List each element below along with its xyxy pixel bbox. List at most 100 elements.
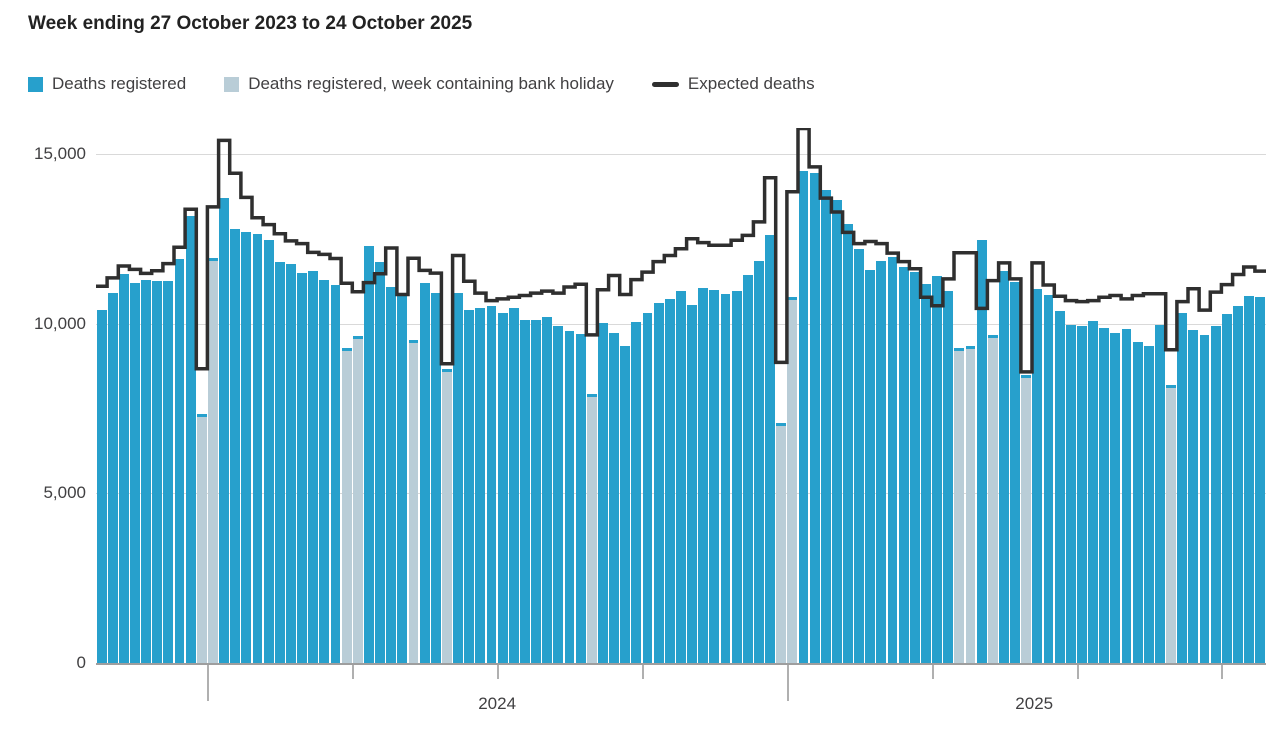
bar-week (898, 267, 909, 663)
bar-week (1177, 313, 1188, 663)
bar-week-bank-holiday (776, 422, 787, 663)
bar-week (932, 276, 943, 663)
bar-week (653, 303, 664, 663)
bar-week (118, 274, 129, 663)
bar-week (508, 308, 519, 663)
bar-week (419, 283, 430, 663)
bar-week (430, 293, 441, 663)
y-tick-label: 15,000 (34, 144, 86, 163)
bar-week (263, 239, 274, 663)
year-tick (786, 665, 789, 701)
bar-week (553, 325, 564, 663)
bar-week (876, 260, 887, 663)
bar-week (274, 262, 285, 663)
bar-week (453, 293, 463, 663)
bar-week (909, 272, 920, 663)
bar-week (219, 197, 230, 663)
legend: Deaths registered Deaths registered, wee… (28, 74, 815, 94)
bar-week (230, 229, 241, 663)
bar-week (96, 310, 107, 663)
bar-week (174, 258, 185, 663)
bar-week (854, 248, 865, 663)
bar-week (1099, 328, 1110, 663)
bar-week (375, 262, 386, 663)
bar-week (141, 279, 152, 663)
bar-week (1054, 310, 1065, 663)
bar-week (330, 284, 341, 663)
bar-week (820, 189, 831, 663)
bar-week (1155, 325, 1165, 663)
bar-week (297, 273, 308, 663)
bar-week (620, 345, 631, 663)
year-label: 2024 (478, 694, 517, 713)
bar-week (1255, 296, 1266, 663)
bar-week (1010, 281, 1021, 663)
bar-week (943, 291, 954, 663)
bar-week (731, 291, 742, 663)
bar-week (1121, 329, 1132, 663)
bar-week (564, 330, 575, 663)
bar-week (809, 172, 820, 663)
quarter-tick (931, 665, 934, 679)
bar-week (798, 170, 809, 663)
bar-week (130, 282, 140, 663)
bar-week (486, 305, 497, 663)
bar-week (107, 293, 118, 663)
quarter-tick (642, 665, 644, 679)
year-tick (207, 665, 210, 701)
bar-week (497, 313, 508, 663)
bar-week (687, 304, 697, 663)
bar-week (1110, 332, 1121, 663)
bar-week (831, 200, 842, 663)
bar-week (386, 287, 397, 663)
bar-week (308, 271, 319, 663)
x-axis-baseline (96, 663, 1266, 665)
quarter-tick (1076, 665, 1079, 679)
bar-week (1244, 295, 1254, 663)
bar-week (597, 323, 608, 663)
bar-week (1032, 288, 1043, 663)
bar-week (163, 280, 174, 663)
year-label: 2025 (1015, 694, 1054, 713)
deaths-registered-swatch-icon (28, 76, 43, 92)
chart-title: Week ending 27 October 2023 to 24 Octobe… (28, 13, 473, 34)
bar-week-bank-holiday (954, 348, 965, 663)
bar-week (999, 271, 1009, 663)
bar-week (753, 260, 764, 663)
bar-week (152, 280, 163, 663)
quarter-tick (497, 665, 500, 679)
y-tick-label: 10,000 (34, 314, 86, 333)
bar-week-bank-holiday (965, 346, 976, 663)
bar-week-bank-holiday (352, 336, 363, 663)
bar-week (531, 319, 541, 663)
legend-label: Deaths registered (52, 74, 187, 93)
legend-item-deaths-registered: Deaths registered (28, 74, 186, 94)
bar-week (765, 235, 775, 663)
y-tick-label: 0 (76, 653, 86, 672)
bar-week-bank-holiday (196, 413, 207, 663)
bar-week-bank-holiday (408, 339, 419, 663)
plot-area (96, 128, 1266, 663)
bar-week (542, 317, 553, 663)
quarter-tick (1221, 665, 1224, 679)
bar-week (609, 332, 619, 663)
bar-week (698, 287, 709, 663)
bar-week (865, 270, 876, 663)
bar-week (1221, 313, 1232, 663)
bar-week (709, 290, 720, 663)
bar-week (1065, 325, 1076, 663)
bar-week (286, 263, 296, 663)
legend-item-bank-holiday: Deaths registered, week containing bank … (224, 74, 614, 94)
bar-week (252, 234, 263, 663)
bank-holiday-swatch-icon (224, 76, 240, 92)
bar-week (664, 298, 675, 663)
bar-week (642, 313, 653, 663)
bar-week (1143, 345, 1154, 663)
bar-week (675, 291, 686, 663)
bars-container (96, 128, 1266, 663)
bar-week (742, 275, 753, 663)
legend-item-expected-deaths: Expected deaths (651, 74, 815, 94)
bar-week-bank-holiday (1021, 375, 1032, 663)
bar-week (319, 279, 330, 663)
